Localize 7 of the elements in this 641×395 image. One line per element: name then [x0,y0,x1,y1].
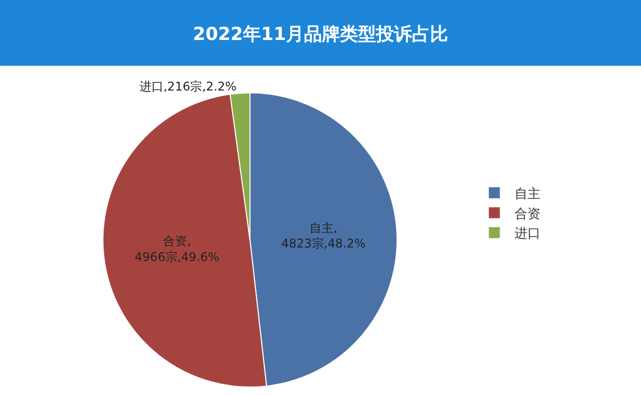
data-label: 进口,216宗,2.2% [139,79,237,94]
legend-label: 自主 [514,186,540,202]
legend-label: 进口 [514,226,540,242]
legend-label: 合资 [514,206,540,222]
chart-title: 2022年11月品牌类型投诉占比 [192,24,448,45]
data-label: 合资, 4966宗,49.6% [134,234,220,264]
data-label: 自主, 4823宗,48.2% [281,220,366,251]
